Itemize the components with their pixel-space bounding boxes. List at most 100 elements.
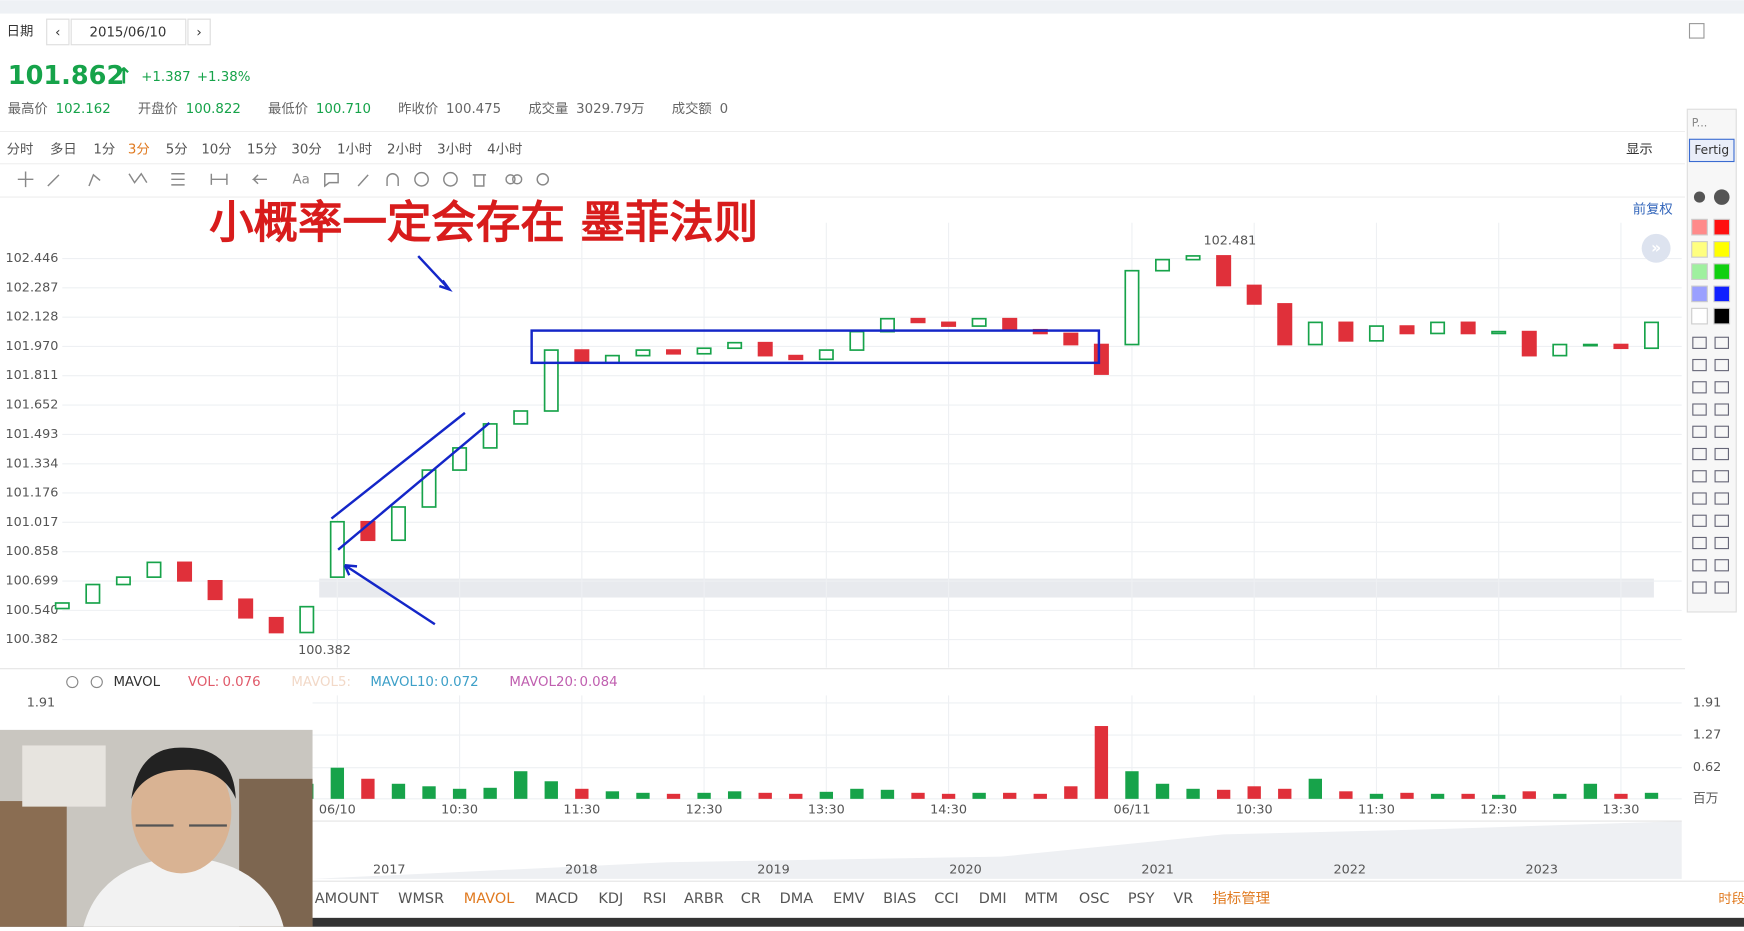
palette-tool[interactable]	[1692, 581, 1707, 594]
indicator-tab[interactable]: WMSR	[398, 891, 444, 907]
period-tab[interactable]: 3分	[128, 141, 150, 157]
period-tab[interactable]: 4小时	[487, 141, 522, 157]
color-swatch[interactable]	[1691, 285, 1708, 303]
palette-tool[interactable]	[1692, 514, 1707, 527]
palette-tool[interactable]	[1714, 581, 1729, 594]
indicator-tab[interactable]: CR	[741, 891, 761, 907]
indicator-settings[interactable]	[66, 675, 79, 689]
period-tab[interactable]: 多日	[50, 140, 77, 157]
pen-size[interactable]	[1693, 191, 1706, 203]
tool-line[interactable]	[47, 174, 60, 187]
period-tab[interactable]: 1小时	[337, 141, 372, 157]
palette-tool[interactable]	[1714, 536, 1729, 550]
indicator-tab[interactable]: EMV	[833, 891, 865, 907]
indicator-tab[interactable]: MTM	[1024, 891, 1058, 907]
palette-tool[interactable]	[1714, 514, 1729, 527]
palette-tool[interactable]	[1714, 447, 1729, 461]
palette-tool[interactable]	[1714, 470, 1729, 483]
palette-tool[interactable]	[1714, 358, 1729, 372]
tool-wave[interactable]	[128, 172, 148, 184]
prev-date[interactable]	[46, 18, 70, 46]
color-swatch[interactable]	[1713, 307, 1731, 325]
palette-tool[interactable]	[1692, 336, 1707, 349]
adjust-toggle[interactable]: 前复权	[1633, 200, 1673, 217]
color-swatch[interactable]	[1713, 285, 1731, 303]
date-box[interactable]	[70, 18, 187, 46]
tool-fib[interactable]	[171, 173, 185, 186]
color-swatch[interactable]	[1691, 218, 1708, 236]
palette-tool[interactable]	[1692, 381, 1707, 394]
palette-tool[interactable]	[1692, 470, 1707, 483]
period-tab[interactable]: 1分	[93, 141, 115, 157]
color-swatch[interactable]	[1713, 218, 1731, 236]
tool-arrow[interactable]	[251, 174, 267, 185]
period-tab[interactable]: 2小时	[387, 141, 422, 157]
y-tick-label: 100.382	[6, 632, 59, 647]
palette-tool[interactable]	[1692, 403, 1707, 416]
palette-tool[interactable]	[1692, 536, 1707, 550]
indicator-tab[interactable]: AMOUNT	[315, 891, 379, 907]
tool-magnet[interactable]	[386, 173, 399, 186]
expand-button[interactable]	[1641, 233, 1671, 263]
color-swatch[interactable]	[1713, 263, 1731, 280]
tool-text[interactable]: Aa	[293, 172, 310, 187]
indicator-tab[interactable]: DMA	[780, 891, 814, 907]
color-swatch[interactable]	[1691, 307, 1708, 325]
indicator-tab[interactable]: ARBR	[684, 891, 724, 907]
tool-link[interactable]	[505, 174, 516, 185]
indicator-tab[interactable]: DMI	[979, 891, 1007, 907]
color-swatch[interactable]	[1691, 241, 1708, 258]
palette-tool[interactable]	[1692, 425, 1707, 438]
legend-name[interactable]: MAVOL	[113, 675, 160, 690]
indicator-tab[interactable]: KDJ	[598, 891, 623, 907]
pen-size[interactable]	[1713, 189, 1730, 205]
done-button[interactable]	[1688, 138, 1735, 163]
period-tab[interactable]: 3小时	[437, 141, 472, 157]
candle	[1613, 343, 1629, 350]
period-tab[interactable]: 分时	[7, 141, 34, 157]
tool-measure[interactable]	[210, 173, 228, 185]
candle	[1155, 258, 1171, 272]
palette-tool[interactable]	[1692, 559, 1707, 572]
tool-ruler[interactable]	[357, 174, 369, 187]
indicator-tab[interactable]: BIAS	[883, 891, 916, 907]
tool-polyline[interactable]	[88, 173, 101, 187]
palette-tool[interactable]	[1714, 425, 1729, 438]
palette-tool[interactable]	[1714, 336, 1729, 349]
indicator-tab[interactable]: VR	[1173, 891, 1193, 907]
tool-note[interactable]	[324, 173, 339, 188]
indicator-tab[interactable]: OSC	[1079, 891, 1110, 907]
next-date[interactable]	[187, 18, 211, 46]
palette-tool[interactable]	[1692, 447, 1707, 461]
tool-settings[interactable]	[536, 173, 550, 186]
palette-tool[interactable]	[1714, 559, 1729, 572]
palette-tool[interactable]	[1714, 492, 1729, 505]
indicator-tab[interactable]: MACD	[535, 891, 578, 907]
tool-move[interactable]	[17, 171, 34, 188]
period-tab[interactable]: 5分	[166, 141, 188, 157]
color-swatch[interactable]	[1691, 263, 1708, 280]
palette-tool[interactable]	[1714, 381, 1729, 394]
indicator-close[interactable]	[90, 675, 103, 689]
indicator-tab[interactable]: CCI	[934, 891, 958, 907]
period-tab[interactable]: 10分	[201, 141, 231, 157]
palette-tool[interactable]	[1714, 403, 1729, 416]
color-swatch[interactable]	[1713, 241, 1731, 258]
indicator-tab[interactable]: MAVOL	[464, 891, 514, 907]
more-tabs[interactable]: 时段	[1718, 891, 1744, 907]
indicator-tab[interactable]: PSY	[1128, 891, 1155, 907]
indicator-tab[interactable]: RSI	[643, 891, 666, 907]
candle	[757, 341, 773, 357]
tool-hide[interactable]	[443, 171, 458, 187]
palette-tool[interactable]	[1692, 358, 1707, 372]
window-icon[interactable]	[1688, 23, 1705, 39]
period-tab[interactable]: 15分	[247, 141, 277, 157]
tool-lock[interactable]	[414, 171, 429, 187]
tool-delete[interactable]	[472, 174, 487, 187]
period-tab[interactable]: 30分	[291, 141, 321, 157]
volume-bar	[972, 792, 986, 799]
display-menu[interactable]: 显示	[1626, 142, 1653, 157]
indicator-tab[interactable]: 指标管理	[1212, 890, 1270, 907]
palette-tool[interactable]	[1692, 492, 1707, 505]
x-tick-label: 06/11	[1114, 802, 1151, 817]
